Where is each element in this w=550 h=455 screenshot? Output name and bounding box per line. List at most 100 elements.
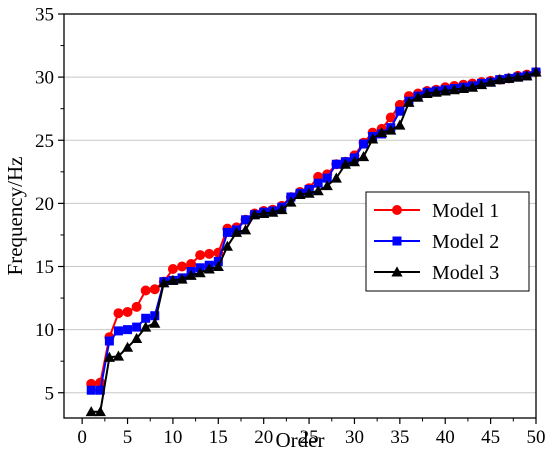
x-tick-label-5: 5 — [123, 427, 133, 448]
series-3-point — [348, 156, 361, 167]
series-3-point — [158, 277, 170, 288]
series-3-point — [249, 209, 261, 220]
series-3-point — [94, 406, 106, 417]
series-3-point — [485, 76, 497, 87]
series-1-point — [122, 306, 133, 317]
series-3-point — [512, 71, 524, 82]
series-3-point — [212, 260, 224, 271]
x-tick-label-35: 35 — [390, 427, 409, 448]
series-layer — [85, 66, 542, 417]
series-1-point — [149, 284, 160, 295]
series-2-point — [222, 227, 232, 237]
series-3-point — [258, 207, 270, 218]
series-3-point — [421, 87, 433, 99]
legend-item-3-marker — [391, 266, 403, 277]
series-3-point — [448, 84, 460, 95]
series-3-point — [167, 274, 179, 285]
series-3-point — [203, 263, 215, 274]
series-1-point — [195, 250, 206, 261]
legend-item-3-label: Model 3 — [432, 262, 499, 284]
series-3-point — [385, 124, 397, 135]
series-3-point — [330, 172, 342, 183]
y-tick-label-5: 5 — [45, 383, 55, 404]
series-2-point — [322, 173, 332, 183]
series-2-point — [241, 215, 251, 225]
series-3-point — [121, 341, 134, 352]
x-tick-label-30: 30 — [345, 427, 364, 448]
series-3-point — [294, 188, 306, 200]
series-1-point — [167, 264, 178, 275]
y-tick-label-20: 20 — [35, 194, 54, 215]
x-tick-label-20: 20 — [254, 427, 273, 448]
y-tick-label-15: 15 — [35, 257, 54, 278]
series-2-point — [313, 178, 323, 188]
series-2-point — [359, 139, 369, 149]
series-3-point — [176, 273, 188, 284]
series-3-point — [394, 119, 406, 130]
series-3-point — [267, 206, 279, 217]
series-2-point — [123, 325, 133, 335]
series-1-point — [140, 285, 151, 296]
legend-item-1-label: Model 1 — [432, 200, 499, 222]
x-tick-label-25: 25 — [300, 427, 319, 448]
series-3-point — [430, 86, 442, 97]
y-tick-label-25: 25 — [35, 131, 54, 152]
series-3-point — [112, 350, 125, 361]
series-2-point — [86, 385, 96, 395]
series-1-point — [186, 258, 197, 269]
series-2-point — [113, 326, 123, 336]
series-3-point — [475, 79, 488, 90]
legend-item-2: Model 2 — [374, 231, 499, 253]
legend-item-2-label: Model 2 — [432, 231, 499, 253]
series-3-point — [185, 269, 197, 280]
y-tick-label-30: 30 — [35, 68, 54, 89]
series-3-point — [357, 151, 370, 162]
y-tick-label-35: 35 — [35, 5, 54, 26]
series-3-point — [321, 180, 333, 191]
series-1-point — [131, 301, 142, 312]
plot-frame — [63, 13, 537, 419]
series-3-point — [149, 317, 161, 328]
series-3-point — [140, 321, 152, 332]
legend-item-1-marker — [392, 205, 402, 215]
series-3-point — [221, 240, 233, 251]
series-3-point — [131, 332, 143, 343]
series-3-point — [239, 224, 252, 235]
series-3-point — [312, 185, 324, 196]
series-2-point — [132, 322, 142, 332]
series-3-point — [403, 96, 415, 107]
series-3-point — [194, 267, 206, 278]
series-3-point — [457, 82, 469, 93]
series-1-point — [113, 308, 124, 319]
series-2-point — [95, 385, 105, 395]
series-1-point — [204, 248, 215, 259]
series-2-point — [104, 336, 114, 346]
legend-item-1: Model 1 — [374, 200, 499, 222]
legend-item-3: Model 3 — [374, 262, 499, 284]
series-3-point — [367, 133, 379, 144]
series-3-point — [230, 226, 243, 237]
series-3-point — [376, 127, 388, 138]
series-2-point — [331, 159, 341, 169]
x-tick-label-0: 0 — [77, 427, 87, 448]
series-1-point — [177, 261, 187, 272]
x-tick-label-15: 15 — [209, 427, 228, 448]
series-3-point — [85, 406, 97, 417]
series-3-point — [285, 196, 297, 207]
series-3-point — [503, 72, 515, 83]
series-2-point — [395, 106, 405, 116]
x-tick-label-45: 45 — [481, 427, 500, 448]
x-tick-label-40: 40 — [436, 427, 455, 448]
x-tick-label-10: 10 — [163, 427, 182, 448]
series-2-point — [141, 313, 151, 323]
series-3-point — [303, 187, 315, 198]
x-tick-label-50: 50 — [527, 427, 546, 448]
series-3-point — [339, 158, 351, 169]
y-axis-title: Frequency/Hz — [3, 157, 27, 276]
series-1-point — [385, 112, 396, 123]
series-3-point — [521, 70, 533, 81]
legend: Model 1 Model 2 Model 3 — [365, 191, 530, 292]
legend-item-2-marker — [392, 236, 402, 246]
series-3 — [85, 66, 542, 417]
series-3-point — [276, 204, 288, 215]
